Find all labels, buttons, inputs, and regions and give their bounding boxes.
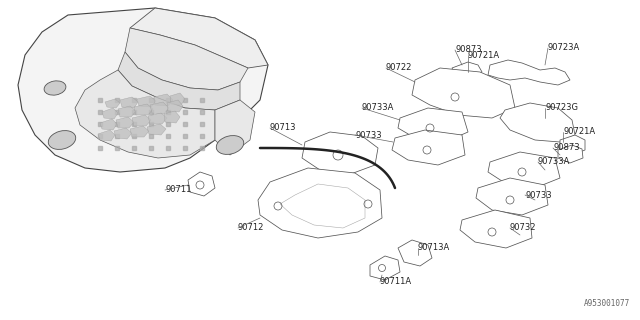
Polygon shape (150, 102, 169, 114)
Polygon shape (167, 100, 183, 112)
Polygon shape (75, 70, 215, 158)
Text: 90723G: 90723G (545, 103, 578, 113)
Polygon shape (118, 106, 136, 117)
Text: 90711A: 90711A (380, 277, 412, 286)
Polygon shape (170, 93, 185, 105)
Polygon shape (134, 104, 153, 115)
Polygon shape (130, 8, 268, 68)
Polygon shape (114, 128, 132, 139)
Text: 90723A: 90723A (548, 44, 580, 52)
Polygon shape (147, 124, 166, 135)
Polygon shape (302, 132, 378, 175)
Polygon shape (102, 108, 118, 119)
Text: 90733A: 90733A (538, 157, 570, 166)
Ellipse shape (216, 136, 244, 155)
Polygon shape (120, 97, 138, 108)
Polygon shape (558, 145, 583, 163)
Polygon shape (137, 96, 156, 107)
Text: 90733A: 90733A (362, 103, 394, 113)
Polygon shape (125, 28, 248, 90)
Polygon shape (148, 113, 167, 124)
Polygon shape (476, 178, 548, 215)
Polygon shape (258, 168, 382, 238)
Polygon shape (100, 119, 117, 130)
Text: 90733: 90733 (355, 131, 381, 140)
Text: 90732: 90732 (510, 223, 536, 233)
Ellipse shape (48, 131, 76, 149)
Polygon shape (98, 130, 115, 141)
Polygon shape (215, 100, 255, 155)
Polygon shape (412, 68, 515, 118)
Text: 90711: 90711 (165, 186, 191, 195)
Polygon shape (105, 99, 120, 108)
Text: 90873: 90873 (455, 45, 482, 54)
Polygon shape (398, 108, 468, 142)
Text: 90722: 90722 (386, 63, 412, 73)
Text: 90713A: 90713A (418, 244, 451, 252)
Polygon shape (398, 240, 432, 266)
Polygon shape (280, 184, 365, 228)
Polygon shape (460, 210, 532, 248)
Polygon shape (116, 117, 134, 128)
Polygon shape (18, 8, 268, 172)
Polygon shape (500, 103, 575, 142)
Text: 90721A: 90721A (468, 51, 500, 60)
Polygon shape (154, 94, 173, 106)
Polygon shape (488, 152, 560, 188)
Text: 90721A: 90721A (563, 127, 595, 137)
Polygon shape (188, 172, 215, 196)
Text: 90873: 90873 (553, 143, 580, 153)
Polygon shape (164, 111, 180, 123)
Text: 90713: 90713 (270, 124, 296, 132)
Polygon shape (132, 115, 151, 126)
Polygon shape (560, 135, 585, 155)
Ellipse shape (44, 81, 66, 95)
Polygon shape (370, 256, 400, 280)
Polygon shape (392, 130, 465, 165)
Polygon shape (130, 126, 149, 137)
Text: 90712: 90712 (238, 223, 264, 233)
Polygon shape (488, 60, 570, 85)
Text: 90733: 90733 (525, 190, 552, 199)
Text: A953001077: A953001077 (584, 299, 630, 308)
Polygon shape (452, 62, 482, 78)
Polygon shape (455, 72, 485, 90)
Polygon shape (118, 52, 240, 110)
